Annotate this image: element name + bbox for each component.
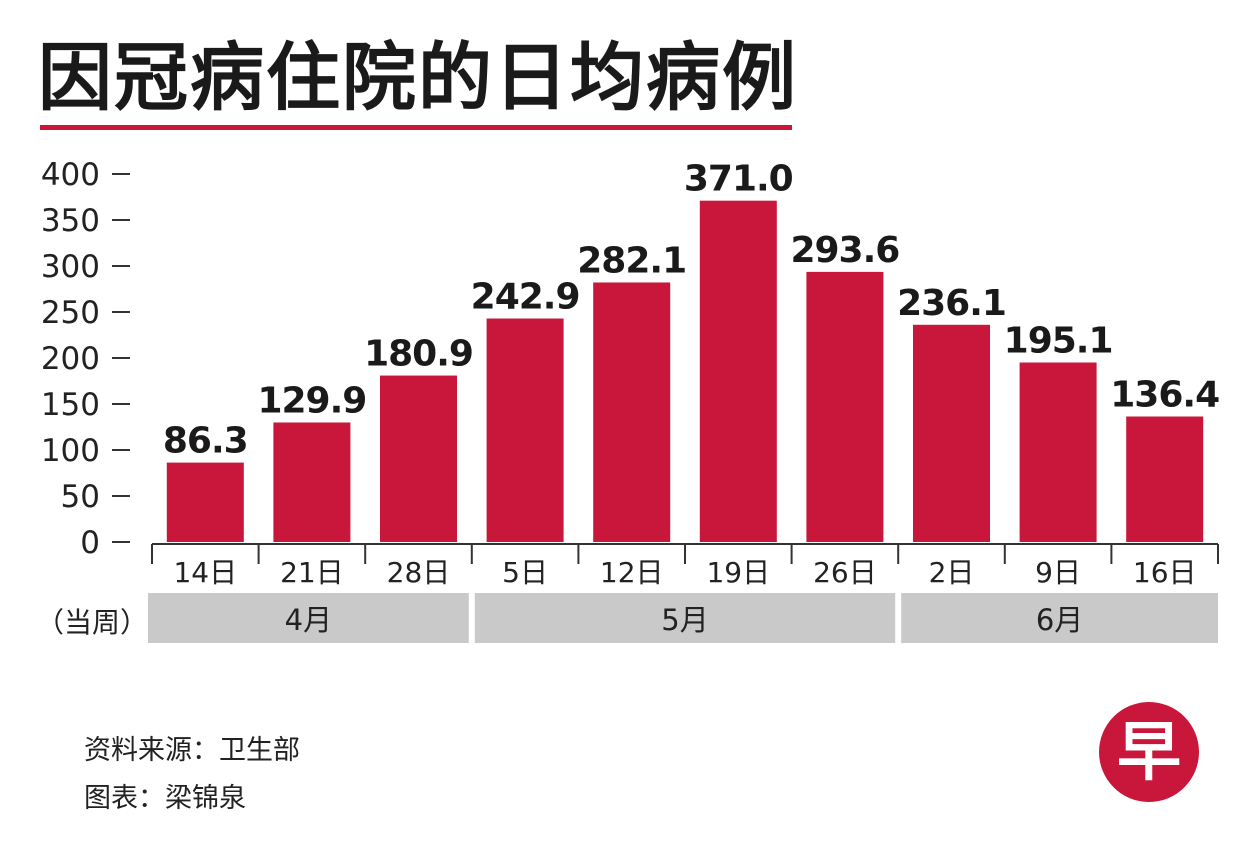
x-tick-label: 9日 <box>1035 556 1081 589</box>
logo-char: 早 <box>1117 716 1181 790</box>
y-tick-label: 0 <box>80 525 100 561</box>
value-label: 371.0 <box>684 159 793 200</box>
source-note: 资料来源：卫生部 <box>84 735 300 766</box>
month-label: 4月 <box>285 603 332 637</box>
bar-4 <box>486 318 564 542</box>
x-axis: 14日 21日 28日 5日 12日 19日 26日 2日 9日 16日 <box>151 543 1219 589</box>
value-label: 136.4 <box>1110 375 1219 416</box>
bar-9 <box>1019 362 1097 542</box>
x-tick-label: 26日 <box>813 556 877 589</box>
x-tick-label: 16日 <box>1133 556 1197 589</box>
x-tick-label: 12日 <box>600 556 664 589</box>
value-label: 242.9 <box>471 277 580 318</box>
month-band <box>901 593 1218 643</box>
bar-5 <box>593 282 671 542</box>
bar-8 <box>913 324 990 542</box>
month-bands: （当周） 4月 5月 6月 <box>36 593 1218 643</box>
bar-3 <box>380 375 457 542</box>
title-underline <box>40 125 792 130</box>
zaobao-logo-icon: 早 <box>1099 702 1199 802</box>
x-tick-label: 21日 <box>280 556 344 589</box>
chart-title: 因冠病住院的日均病例 <box>38 35 798 121</box>
credit-note: 图表：梁锦泉 <box>84 783 246 814</box>
value-label: 293.6 <box>790 230 899 271</box>
bars <box>166 200 1204 542</box>
week-group-label: （当周） <box>36 606 148 639</box>
x-tick-label: 5日 <box>502 556 548 589</box>
y-tick-label: 150 <box>41 387 100 423</box>
value-label: 195.1 <box>1004 321 1113 362</box>
month-label: 6月 <box>1036 603 1083 637</box>
value-label: 86.3 <box>163 421 248 462</box>
y-tick-label: 400 <box>41 157 100 193</box>
x-tick-label: 28日 <box>387 556 451 589</box>
y-tick-label: 250 <box>41 295 100 331</box>
bar-1 <box>166 462 244 542</box>
y-tick-label: 100 <box>41 433 100 469</box>
y-tick-label: 300 <box>41 249 100 285</box>
month-label: 5月 <box>661 603 708 637</box>
value-labels: 86.3129.9180.9242.9282.1371.0293.6236.11… <box>163 159 1220 462</box>
value-label: 180.9 <box>364 334 473 375</box>
x-tick-label: 14日 <box>173 556 237 589</box>
y-tick-label: 50 <box>61 479 100 515</box>
value-label: 282.1 <box>577 240 686 281</box>
y-tick-label: 350 <box>41 203 100 239</box>
y-tick-label: 200 <box>41 341 100 377</box>
bar-6 <box>699 200 777 542</box>
y-axis: 0 50 100 150 200 250 300 350 400 <box>41 157 130 561</box>
month-band <box>148 593 469 643</box>
bar-7 <box>806 271 884 542</box>
value-label: 236.1 <box>897 283 1006 324</box>
x-tick-label: 2日 <box>929 556 975 589</box>
x-tick-label: 19日 <box>706 556 770 589</box>
month-band <box>474 593 896 643</box>
value-label: 129.9 <box>257 380 366 421</box>
bar-10 <box>1126 416 1204 542</box>
bar-2 <box>273 422 351 542</box>
